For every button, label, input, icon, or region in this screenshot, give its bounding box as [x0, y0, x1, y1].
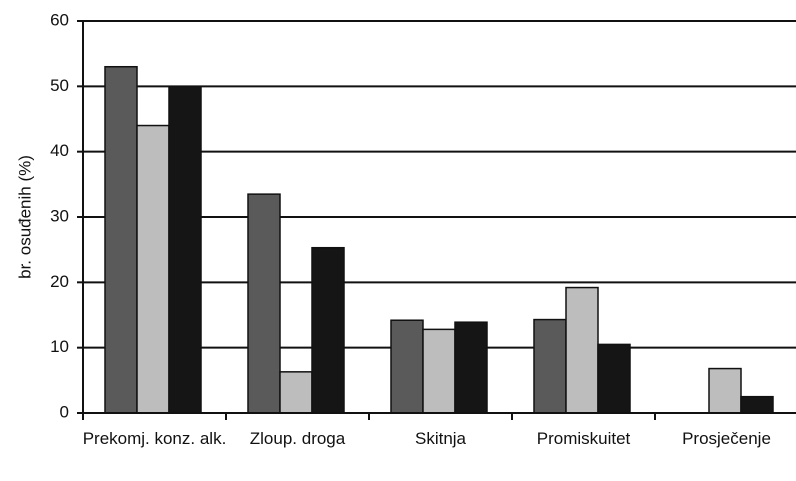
bar	[708, 367, 742, 414]
bar	[533, 318, 567, 414]
y-tick-label: 10	[50, 337, 69, 356]
y-axis-label: br. osuđenih (%)	[15, 155, 34, 279]
bar	[104, 65, 138, 414]
bar	[390, 319, 424, 414]
bar	[279, 371, 313, 414]
x-tick-label: Skitnja	[414, 429, 467, 448]
bar	[740, 395, 774, 414]
x-tick-label: Promiskuitet	[536, 429, 631, 448]
bar	[247, 193, 281, 414]
y-tick-label: 50	[50, 76, 69, 95]
y-tick-label: 40	[50, 141, 69, 160]
x-tick-label: Zloup. droga	[249, 429, 346, 448]
bar	[454, 321, 488, 414]
y-tick-label: 60	[50, 10, 69, 29]
x-tick-label: Prekomj. konz. alk.	[82, 429, 227, 448]
bar	[311, 246, 345, 414]
y-tick-label: 20	[50, 272, 69, 291]
bar	[422, 328, 456, 414]
bar	[136, 124, 170, 414]
bar	[597, 343, 631, 414]
bar	[168, 85, 202, 414]
y-tick-label: 30	[50, 206, 69, 225]
bar	[565, 286, 599, 414]
y-tick-label: 0	[60, 402, 69, 421]
x-tick-label: Prosječenje	[682, 429, 771, 448]
